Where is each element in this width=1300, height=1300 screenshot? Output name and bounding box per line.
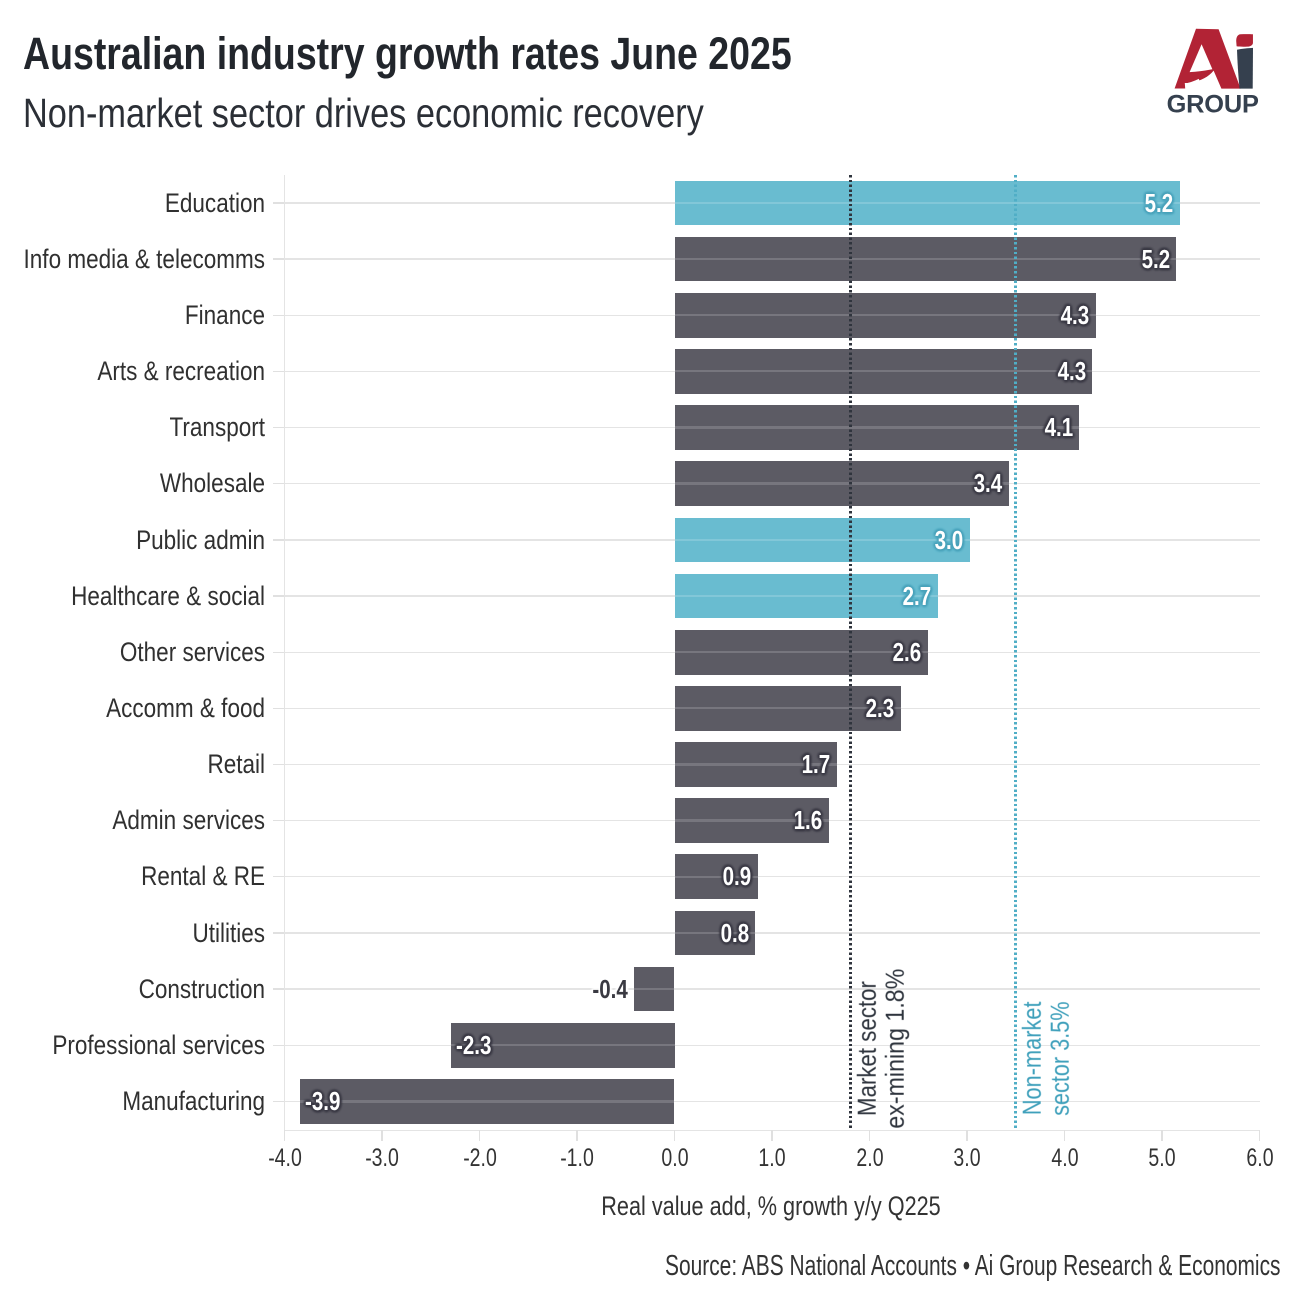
svg-text:GROUP: GROUP: [1167, 91, 1259, 119]
